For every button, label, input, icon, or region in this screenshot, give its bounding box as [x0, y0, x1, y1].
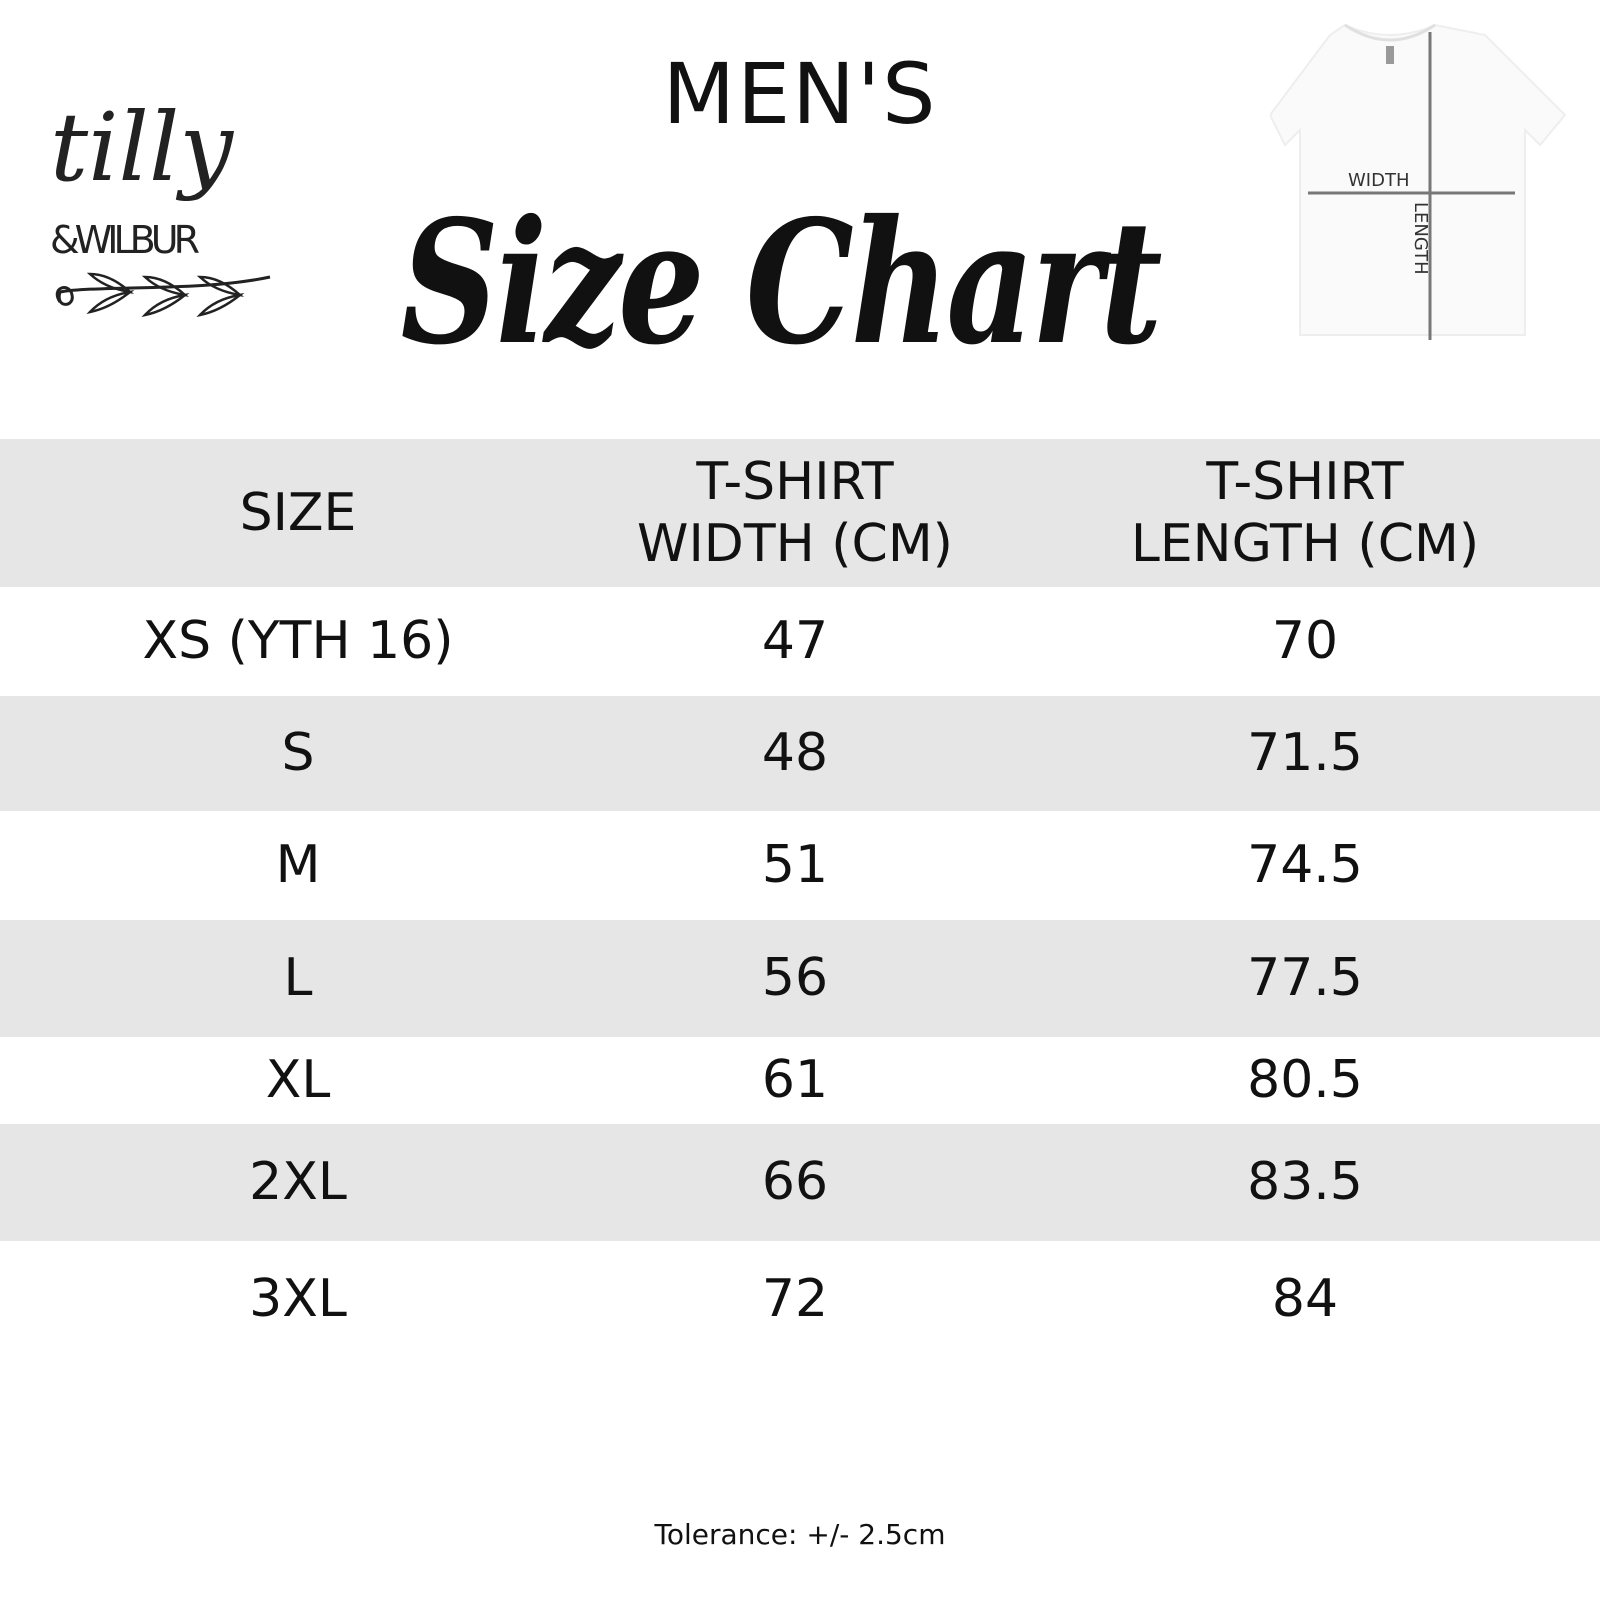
cell-size: 2XL: [249, 1152, 347, 1213]
header-length: T-SHIRT LENGTH (CM): [1130, 451, 1480, 574]
brand-logo: tilly &WILBUR: [40, 85, 280, 325]
tolerance-note: Tolerance: +/- 2.5cm: [654, 1518, 946, 1551]
table-row: S 48 71.5: [0, 696, 1600, 811]
table-row: XL 61 80.5: [0, 1037, 1600, 1124]
table-row: 3XL 72 84: [0, 1241, 1600, 1357]
tshirt-diagram: WIDTH LENGTH: [1268, 20, 1570, 350]
svg-text:tilly: tilly: [50, 93, 234, 203]
cell-length: 84: [1271, 1268, 1339, 1329]
cell-size: S: [281, 723, 315, 784]
cell-width: 51: [761, 835, 829, 896]
cell-length: 77.5: [1247, 948, 1363, 1009]
table-row: XS (YTH 16) 47 70: [0, 587, 1600, 696]
page-title: MEN'S: [662, 45, 938, 143]
cell-size: M: [275, 835, 321, 896]
table-row: L 56 77.5: [0, 920, 1600, 1037]
length-label: LENGTH: [1410, 202, 1431, 275]
cell-size: 3XL: [249, 1268, 347, 1329]
cell-length: 83.5: [1247, 1152, 1363, 1213]
cell-length: 71.5: [1247, 723, 1363, 784]
cell-size: XS (YTH 16): [142, 611, 454, 672]
cell-width: 61: [761, 1050, 829, 1111]
cell-width: 72: [761, 1268, 829, 1329]
cell-width: 56: [761, 948, 829, 1009]
cell-length: 70: [1271, 611, 1339, 672]
svg-text:&WILBUR: &WILBUR: [50, 218, 200, 262]
width-label: WIDTH: [1348, 170, 1410, 191]
page-subtitle: Size Chart: [400, 183, 1163, 383]
cell-size: L: [283, 948, 313, 1009]
table-row: M 51 74.5: [0, 811, 1600, 920]
cell-length: 74.5: [1247, 835, 1363, 896]
header-width: T-SHIRT WIDTH (CM): [637, 451, 953, 574]
cell-width: 48: [761, 723, 829, 784]
cell-width: 66: [761, 1152, 829, 1213]
cell-width: 47: [761, 611, 829, 672]
header-size: SIZE: [239, 482, 357, 543]
table-row: 2XL 66 83.5: [0, 1124, 1600, 1241]
cell-length: 80.5: [1247, 1050, 1363, 1111]
table-header: SIZE T-SHIRT WIDTH (CM) T-SHIRT LENGTH (CM…: [0, 439, 1600, 587]
cell-size: XL: [265, 1050, 331, 1111]
